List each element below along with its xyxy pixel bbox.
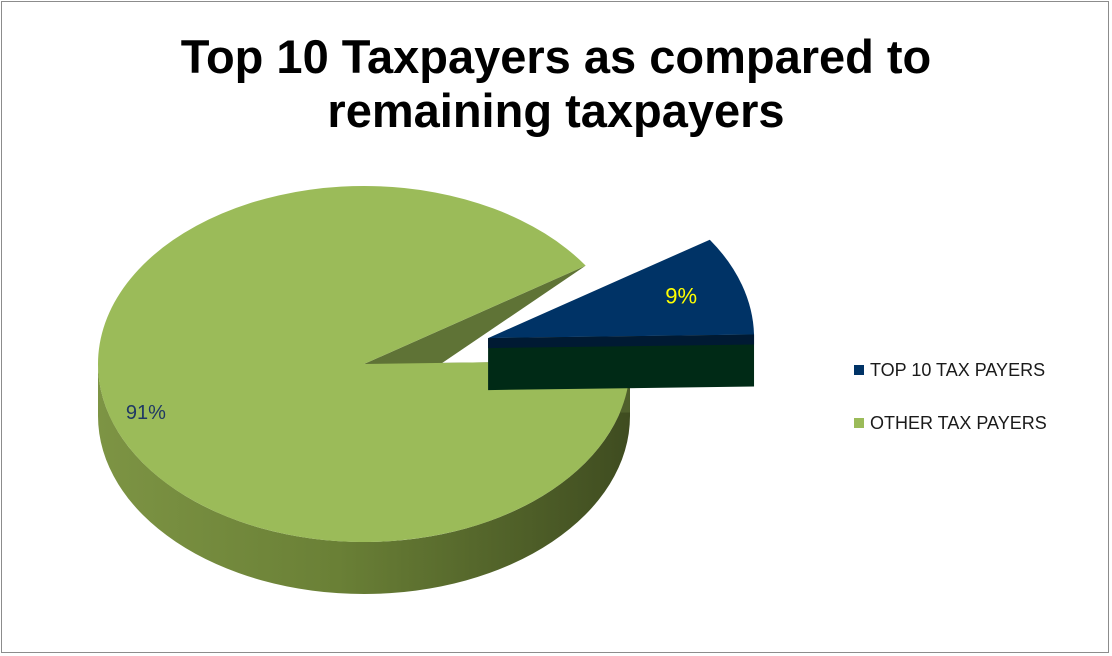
pie-edge-top10 [488, 334, 755, 349]
legend-swatch-top10 [854, 365, 864, 375]
chart-title-line-1: Top 10 Taxpayers as compared to [180, 30, 932, 83]
legend-label-top10: TOP 10 TAX PAYERS [870, 359, 1046, 380]
legend-label-other: OTHER TAX PAYERS [870, 412, 1047, 433]
legend: TOP 10 TAX PAYERS OTHER TAX PAYERS [854, 357, 1047, 463]
pie-slice-other [98, 185, 630, 542]
data-label-other: 91% [126, 402, 166, 424]
data-label-top10: 9% [665, 284, 697, 309]
pie-side-other [98, 364, 630, 594]
pie-side-top10 [488, 334, 755, 391]
legend-item-other: OTHER TAX PAYERS [854, 410, 1047, 436]
chart-title-line-2: remaining taxpayers [327, 84, 785, 137]
legend-item-top10: TOP 10 TAX PAYERS [854, 357, 1047, 383]
legend-swatch-other [854, 418, 864, 428]
chart-title: Top 10 Taxpayers as compared to remainin… [2, 30, 1110, 138]
pie-slice-top10 [488, 239, 755, 339]
